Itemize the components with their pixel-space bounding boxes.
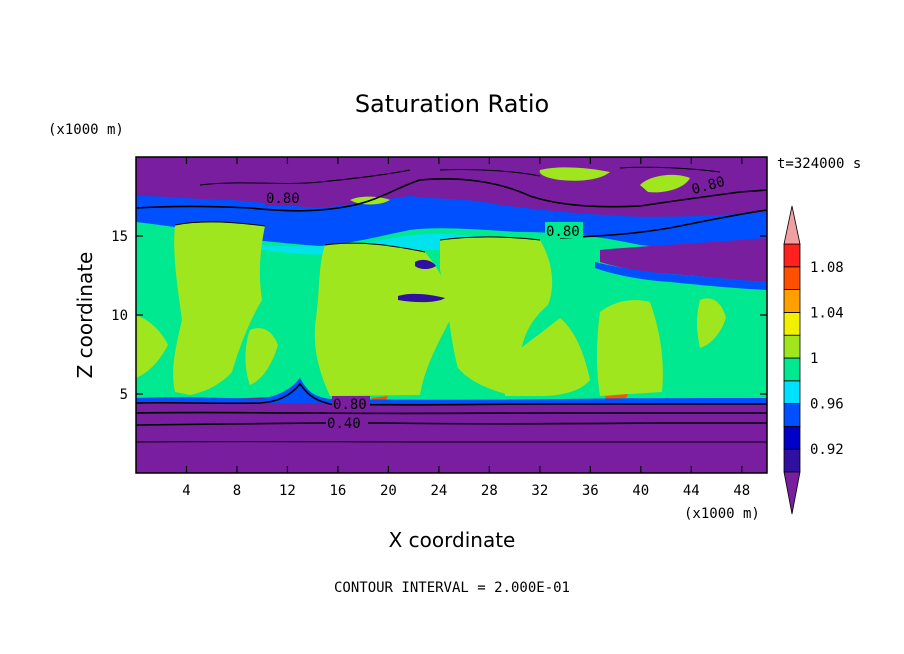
colorbar-tick-label: 1.04: [810, 305, 844, 321]
colorbar-tick-label: 0.92: [810, 442, 844, 458]
upper-green-patch-1: [539, 167, 610, 181]
x-tick-label: 40: [632, 483, 649, 499]
y-tick-label: 10: [111, 308, 128, 324]
saturated-block-7: [245, 328, 278, 385]
saturated-block-5: [505, 318, 590, 396]
contour-line: [136, 177, 767, 212]
colorbar-swatch: [783, 311, 801, 336]
x-tick-label: 8: [233, 483, 241, 499]
red-spot-2: [605, 394, 628, 399]
x-unit-label: (x1000 m): [684, 506, 760, 522]
colorbar-swatch: [783, 289, 801, 313]
lower-dry-layer: [136, 403, 767, 473]
cloud-core-1: [398, 293, 445, 303]
contour-label: 0.80: [546, 224, 580, 240]
contour-label-bg: [326, 416, 368, 431]
x-tick-label: 28: [481, 483, 498, 499]
saturated-block-4: [440, 237, 553, 395]
contour-label: 0.80: [266, 191, 300, 207]
x-tick-label: 20: [380, 483, 397, 499]
contour-line: [199, 166, 721, 186]
contour-interval-label: CONTOUR INTERVAL = 2.000E-01: [334, 580, 570, 596]
contour-label-bg: [332, 396, 370, 411]
colorbar-tick-label: 1.08: [810, 260, 844, 276]
contour-line: [136, 422, 767, 426]
x-tick-label: 32: [531, 483, 548, 499]
field-plot: 0.80 0.80 0.80 0.80 0.40: [136, 157, 767, 473]
contour-label-bg: [690, 176, 728, 192]
contour-label-bg: [265, 190, 303, 206]
colorbar-high-triangle: [783, 205, 801, 245]
saturated-block-1: [173, 222, 265, 395]
colorbar-low-triangle: [783, 471, 801, 515]
chart-title: Saturation Ratio: [355, 90, 549, 118]
saturated-block-3: [314, 243, 455, 396]
cloud-core-2: [415, 259, 436, 269]
y-axis: 5 10 15: [111, 229, 767, 403]
y-unit-label: (x1000 m): [48, 122, 124, 138]
contour-line: [559, 209, 767, 239]
saturated-block-2: [136, 315, 168, 378]
contour-line: [136, 411, 767, 415]
time-label: t=324000 s: [777, 156, 861, 172]
colorbar-swatch: [783, 403, 801, 427]
contour-label-bg: [545, 222, 583, 238]
x-tick-label: 4: [182, 483, 190, 499]
colorbar-tick-label: 0.96: [810, 397, 844, 413]
x-tick-label: 48: [733, 483, 750, 499]
x-tick-label: 12: [279, 483, 296, 499]
colorbar-swatch: [783, 448, 801, 473]
colorbar-swatch: [783, 380, 801, 404]
y-axis-label: Z coordinate: [73, 252, 97, 379]
contour-label: 0.80: [333, 397, 367, 413]
colorbar-swatch: [783, 357, 801, 382]
colorbar: 1.08 1.04 1 0.96 0.92: [783, 205, 844, 515]
x-tick-label: 24: [430, 483, 447, 499]
contour-line: [174, 221, 541, 253]
colorbar-swatch: [783, 425, 801, 450]
upper-green-patch-2: [640, 174, 690, 193]
y-tick-label: 15: [111, 229, 128, 245]
contour-line: [136, 382, 767, 406]
x-tick-label: 36: [582, 483, 599, 499]
colorbar-swatch: [783, 334, 801, 359]
right-blue-fringe: [595, 262, 767, 290]
y-tick-label: 5: [120, 387, 128, 403]
saturated-block-6: [597, 300, 663, 396]
colorbar-swatch: [783, 243, 801, 268]
lower-blue-edge: [136, 378, 767, 404]
colorbar-swatch: [783, 266, 801, 290]
saturated-block-8: [697, 298, 726, 348]
x-axis-label: X coordinate: [389, 528, 516, 552]
x-tick-label: 16: [329, 483, 346, 499]
x-axis: 4 8 12 16 20 24 28 32 36 40 44 48: [182, 157, 750, 499]
colorbar-tick-label: 1: [810, 351, 818, 367]
contour-label: 0.40: [327, 416, 361, 432]
x-tick-label: 44: [683, 483, 700, 499]
